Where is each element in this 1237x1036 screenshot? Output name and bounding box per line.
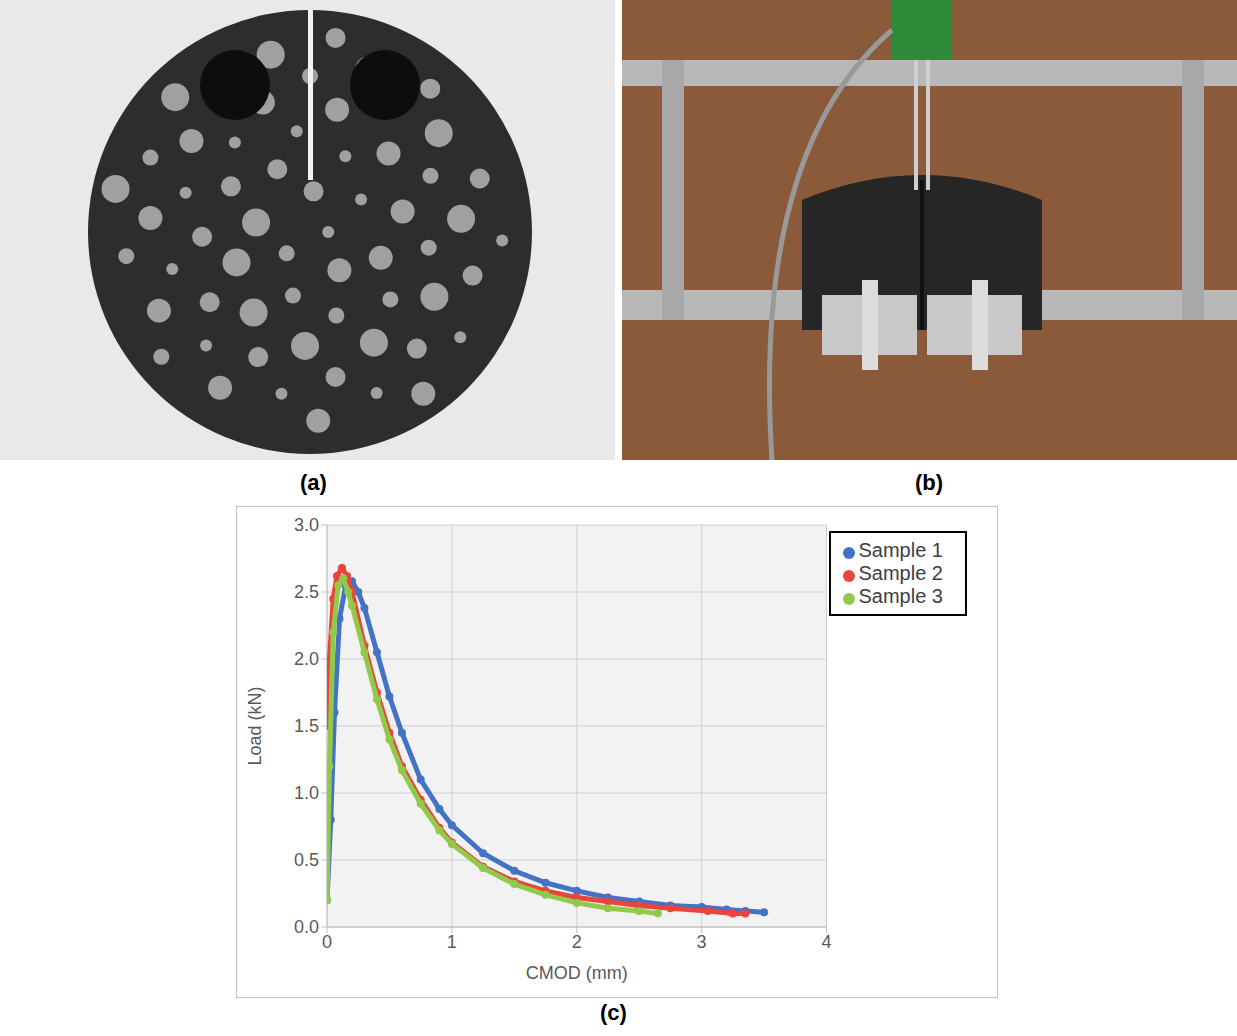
svg-text:0.0: 0.0: [294, 917, 319, 937]
svg-text:2.5: 2.5: [294, 582, 319, 602]
svg-text:2: 2: [572, 932, 582, 952]
svg-text:Load (kN): Load (kN): [245, 686, 265, 765]
html-text:(a): (a): [300, 470, 327, 495]
svg-text:0.5: 0.5: [294, 850, 319, 870]
svg-text:1: 1: [447, 932, 457, 952]
svg-text:0: 0: [322, 932, 332, 952]
html-text:(c): (c): [600, 1000, 627, 1025]
svg-text:1.5: 1.5: [294, 716, 319, 736]
html-text:Sample 2: Sample 2: [858, 562, 943, 584]
html-text:Sample 3: Sample 3: [858, 585, 943, 607]
svg-text:2.0: 2.0: [294, 649, 319, 669]
svg-text:CMOD (mm): CMOD (mm): [526, 963, 628, 983]
svg-text:4: 4: [821, 932, 831, 952]
svg-text:1.0: 1.0: [294, 783, 319, 803]
svg-text:3.0: 3.0: [294, 515, 319, 535]
svg-text:3: 3: [697, 932, 707, 952]
html-text:Sample 1: Sample 1: [858, 539, 943, 561]
html-text:(b): (b): [915, 470, 944, 495]
